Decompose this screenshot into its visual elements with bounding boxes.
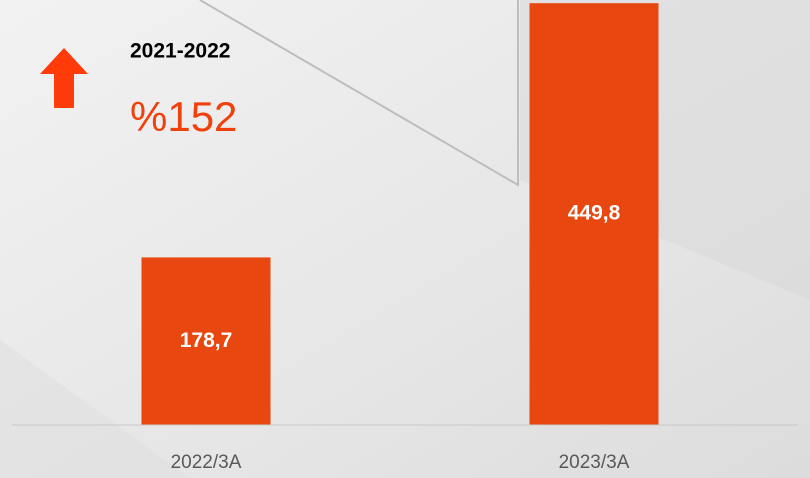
value-label: 449,8 [568,202,621,225]
period-label: 2021-2022 [130,40,230,63]
value-label: 178,7 [180,329,233,352]
bar [529,3,659,425]
up-arrow [40,48,88,108]
bar [141,257,271,425]
growth-label: %152 [130,93,237,140]
decor-line [199,0,519,187]
x-tick-label: 2022/3A [171,452,242,473]
background-shape [0,340,190,478]
x-tick-label: 2023/3A [559,452,630,473]
